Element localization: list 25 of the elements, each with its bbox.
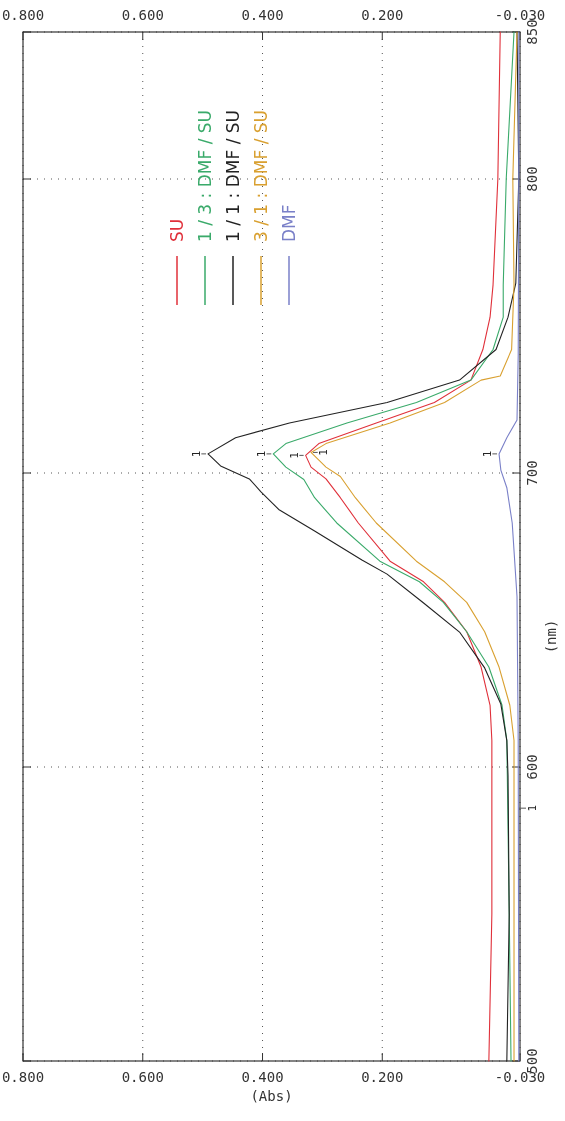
text: 3 / 1 : DMF / SU [251, 109, 271, 242]
annotation: 1 [481, 450, 495, 458]
line-series [272, 31, 515, 1062]
x-tick-label: 0.400 [241, 1069, 284, 1085]
annotation: 1 [190, 450, 204, 458]
x-tick-label: 0.600 [121, 1069, 164, 1085]
y-tick-label: 600 [524, 754, 540, 780]
annotation: 1 [317, 449, 331, 456]
annotation: 1 [526, 804, 539, 812]
x-tick-label: 0.200 [361, 1069, 404, 1085]
text: 1 / 3 : DMF / SU [195, 109, 215, 242]
x-axis-title: (Abs) [250, 1088, 293, 1104]
y-tick-label: 700 [524, 460, 540, 486]
x2-tick-label: 0.400 [241, 7, 284, 23]
annotation: 1 [255, 450, 269, 458]
text: DMF [279, 204, 299, 242]
text: SU [167, 218, 187, 242]
x2-tick-label: 0.200 [361, 7, 404, 23]
x2-tick-label: 0.800 [1, 7, 45, 23]
text: 1 / 1 : DMF / SU [223, 109, 243, 242]
annotation: 1 [287, 452, 301, 459]
x-tick-label: 0.800 [1, 1069, 45, 1085]
x2-tick-label: 0.600 [121, 7, 164, 23]
y-tick-label: 800 [524, 166, 540, 192]
y-axis-title: (nm) [543, 619, 559, 654]
